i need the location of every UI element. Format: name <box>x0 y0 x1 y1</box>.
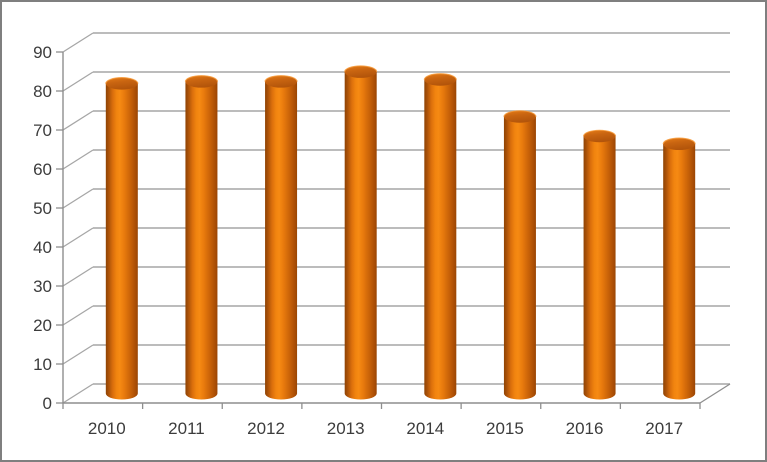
bar-body <box>265 81 298 400</box>
sidewall-gridline <box>62 32 94 53</box>
bar-2010 <box>105 77 139 400</box>
bar-2015 <box>503 110 537 400</box>
bar-body <box>344 71 377 400</box>
sidewall-gridline <box>62 71 94 92</box>
bar-cap <box>344 65 377 78</box>
bar-cap-rim <box>503 110 537 117</box>
sidewall-gridline <box>62 149 94 170</box>
x-category-label: 2014 <box>406 419 444 438</box>
sidewall-gridline <box>62 188 94 209</box>
bar-cap <box>265 75 298 88</box>
x-category-label: 2013 <box>327 419 365 438</box>
x-category-label: 2010 <box>88 419 126 438</box>
bar-body <box>503 116 536 400</box>
y-tick-label: 50 <box>33 199 52 218</box>
bar-cap <box>503 110 536 123</box>
bar-cap <box>185 75 218 88</box>
bar-cap <box>663 138 696 151</box>
bar-cap <box>583 130 616 143</box>
bar-cap-rim <box>662 137 696 145</box>
y-tick-label: 80 <box>33 82 52 101</box>
bar-cap <box>424 73 457 86</box>
sidewall-gridline <box>62 227 94 248</box>
x-axis-depth-edge <box>699 383 731 404</box>
x-category-label: 2011 <box>168 419 205 438</box>
x-category-label: 2015 <box>486 419 524 438</box>
bar-2013 <box>344 65 378 400</box>
bar-cap-rim <box>264 75 298 82</box>
bar-2016 <box>583 129 617 400</box>
bar-cap <box>105 77 138 90</box>
bar-2017 <box>662 137 696 400</box>
x-category-label: 2017 <box>645 419 683 438</box>
bar-body <box>663 144 696 400</box>
x-category-label: 2012 <box>247 419 285 438</box>
sidewall-gridline <box>62 305 94 326</box>
y-tick-label: 60 <box>33 160 52 179</box>
y-tick-label: 0 <box>43 394 52 413</box>
bar-cap-rim <box>184 75 218 82</box>
bars-group <box>105 65 696 400</box>
bar-cap-rim <box>344 65 378 73</box>
x-category-label: 2016 <box>566 419 604 438</box>
bar-cap-rim <box>105 77 139 84</box>
bar-body <box>185 81 218 400</box>
bar-body <box>424 79 457 400</box>
bar-2011 <box>184 75 218 400</box>
y-tick-label: 70 <box>33 121 52 140</box>
bar-2012 <box>264 75 298 400</box>
y-tick-label: 10 <box>33 355 52 374</box>
sidewall-gridline <box>62 266 94 287</box>
y-tick-label: 90 <box>33 43 52 62</box>
sidewall-gridline <box>62 344 94 365</box>
y-tick-label: 20 <box>33 316 52 335</box>
bar-2014 <box>423 73 457 400</box>
bar-body <box>583 136 616 400</box>
sidewall-gridline <box>62 383 94 404</box>
bar-body <box>105 83 138 400</box>
sidewall-gridline <box>62 110 94 131</box>
bar-cap-rim <box>423 73 457 80</box>
y-tick-label: 30 <box>33 277 52 296</box>
bar-cap-rim <box>583 129 617 137</box>
y-tick-label: 40 <box>33 238 52 257</box>
